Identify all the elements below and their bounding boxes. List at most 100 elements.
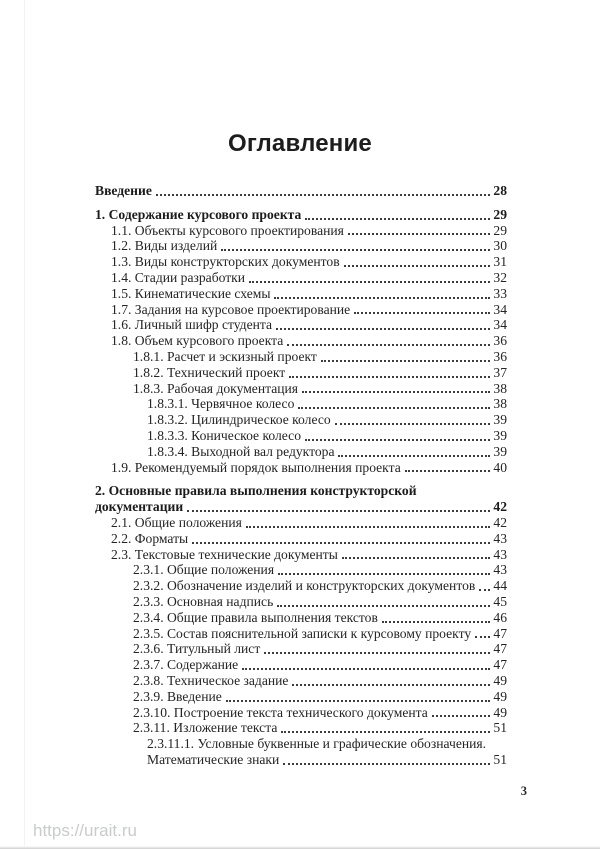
toc-entry: 2.3.2. Обозначение изделий и конструктор… xyxy=(133,578,507,594)
toc-entry-page: 31 xyxy=(493,254,507,270)
toc-entry-row: 2.3.2. Обозначение изделий и конструктор… xyxy=(133,578,507,594)
toc-entry-label: 1.8.1. Расчет и эскизный проект xyxy=(133,348,317,364)
toc-entry-label: 2.3.9. Введение xyxy=(133,688,222,704)
dot-leader xyxy=(479,588,491,591)
toc-entry-row: 1. Содержание курсового проекта 29 xyxy=(95,207,507,223)
toc-entry-row: 2.2. Форматы 43 xyxy=(111,531,507,547)
toc-entry-page: 47 xyxy=(493,625,507,641)
dot-leader xyxy=(343,264,491,267)
toc-entry-page: 32 xyxy=(493,269,507,285)
toc-entry: 1.8.3. Рабочая документация 38 xyxy=(133,381,507,397)
toc-entry: 1.5. Кинематические схемы 33 xyxy=(111,286,507,302)
toc-entry-row: документации 42 xyxy=(95,499,507,515)
toc-entry-label: документации xyxy=(95,499,184,515)
toc-entry-row: 1.5. Кинематические схемы 33 xyxy=(111,286,507,302)
toc-entry-page: 37 xyxy=(493,364,507,380)
toc-entry: 1.7. Задания на курсовое проектирование 3… xyxy=(111,302,507,318)
toc-entry: Введение 28 xyxy=(95,183,507,199)
watermark: https://urait.ru xyxy=(33,821,137,840)
toc-entry: 2.3.6. Титульный лист 47 xyxy=(133,641,507,657)
toc-entry-row: 2.3.10. Построение текста технического д… xyxy=(133,705,507,721)
toc-entry: 1.1. Объекты курсового проектирования 29 xyxy=(111,223,507,239)
toc-entry: 2.3.9. Введение 49 xyxy=(133,689,507,705)
toc-entry-label: 2.3.5. Состав пояснительной записки к ку… xyxy=(133,625,472,641)
toc-entry-page: 42 xyxy=(493,499,507,515)
toc-entry-label: 2.3.11.1. Условные буквенные и графическ… xyxy=(147,736,487,752)
toc-entry: 2.3. Текстовые технические документы 43 xyxy=(111,547,507,563)
toc-entry-page: 44 xyxy=(493,578,507,594)
dot-leader xyxy=(347,233,491,236)
toc-entry-row: 1.7. Задания на курсовое проектирование 3… xyxy=(111,302,507,318)
toc-entry-row: 1.8.3.1. Червячное колесо 38 xyxy=(147,396,507,412)
toc-entry-label: 2.3. Текстовые технические документы xyxy=(111,546,338,562)
toc-entry: 1. Содержание курсового проекта 29 xyxy=(95,207,507,223)
table-of-contents: Введение 28 1. Содержание курсового проект… xyxy=(95,183,507,768)
toc-entry: 2.3.5. Состав пояснительной записки к ку… xyxy=(133,626,507,642)
toc-entry-row: 1.6. Личный шифр студента 34 xyxy=(111,317,507,333)
toc-entry-row: 2.3.1. Общие положения 43 xyxy=(133,562,507,578)
toc-entry: 1.4. Стадии разработки 32 xyxy=(111,270,507,286)
dot-leader xyxy=(277,604,491,607)
toc-entry-row: Математические знаки 51 xyxy=(147,752,507,768)
dot-leader xyxy=(249,280,491,283)
page-number: 3 xyxy=(520,784,527,798)
toc-entry: 2.3.11. Изложение текста 51 xyxy=(133,720,507,736)
toc-entry-page: 47 xyxy=(493,657,507,673)
toc-entry-row: 2.3.3. Основная надпись 45 xyxy=(133,594,507,610)
dot-leader xyxy=(276,328,491,331)
toc-entry-label: 1.7. Задания на курсовое проектирование xyxy=(111,301,351,317)
dot-leader xyxy=(320,359,491,362)
toc-entry-label: Введение xyxy=(95,183,152,198)
toc-entry: 2.3.7. Содержание 47 xyxy=(133,657,507,673)
toc-entry: 1.2. Виды изделий 30 xyxy=(111,238,507,254)
toc-entry-page: 49 xyxy=(493,704,507,720)
toc-entry-label: 2.3.11. Изложение текста xyxy=(133,720,278,736)
toc-entry-row: 1.8.1. Расчет и эскизный проект 36 xyxy=(133,349,507,365)
toc-entry: 1.6. Личный шифр студента 34 xyxy=(111,317,507,333)
dot-leader xyxy=(221,249,491,252)
toc-entry-page: 29 xyxy=(493,206,507,222)
toc-entry-label: 1.8.3.1. Червячное колесо xyxy=(147,396,295,412)
dot-leader xyxy=(404,470,491,473)
toc-entry-label: 1.8.3.2. Цилиндрическое колесо xyxy=(147,412,331,428)
toc-entry-row: 1.8.3.3. Коническое колесо 39 xyxy=(147,428,507,444)
toc-entry: 1.8.3.4. Выходной вал редуктора 39 xyxy=(147,444,507,460)
toc-entry-label: 1.8.3. Рабочая документация xyxy=(133,380,299,396)
toc-entry: 2.1. Общие положения 42 xyxy=(111,515,507,531)
toc-entry-row: 1.8.3.2. Цилиндрическое колесо 39 xyxy=(147,412,507,428)
toc-entry-label: 1.9. Рекомендуемый порядок выполнения пр… xyxy=(111,459,401,475)
dot-leader xyxy=(338,454,491,457)
toc-entry-page: 34 xyxy=(493,301,507,317)
toc-entry-row: Введение 28 xyxy=(95,183,507,199)
toc-entry-label: 2.3.4. Общие правила выполнения текстов xyxy=(133,609,378,625)
toc-entry: 1.8.3.2. Цилиндрическое колесо 39 xyxy=(147,412,507,428)
toc-entry-label: 1. Содержание курсового проекта xyxy=(95,206,302,222)
toc-entry-label: 1.8.3.3. Коническое колесо xyxy=(147,427,301,443)
toc-entry: 1.8.3.1. Червячное колесо 38 xyxy=(147,396,507,412)
toc-entry: 2.3.11.1. Условные буквенные и графическ… xyxy=(147,736,507,768)
dot-leader xyxy=(287,343,491,346)
toc-entry: 1.8.2. Технический проект 37 xyxy=(133,365,507,381)
toc-entry-row: 2.3.7. Содержание 47 xyxy=(133,657,507,673)
toc-entry-page: 38 xyxy=(493,380,507,396)
toc-entry-row: 2.3. Текстовые технические документы 43 xyxy=(111,547,507,563)
toc-entry-page: 28 xyxy=(493,183,507,198)
toc-entry-label: 2. Основные правила выполнения конструкт… xyxy=(95,483,417,499)
toc-entry-page: 38 xyxy=(493,396,507,412)
dot-leader xyxy=(281,731,491,734)
toc-entry-row: 2.3.9. Введение 49 xyxy=(133,689,507,705)
dot-leader xyxy=(192,541,491,544)
toc-entry-label: 2.3.2. Обозначение изделий и конструктор… xyxy=(133,578,476,594)
toc-entry-row: 2.3.6. Титульный лист 47 xyxy=(133,641,507,657)
toc-entry-page: 43 xyxy=(493,546,507,562)
toc-entry-label: 1.5. Кинематические схемы xyxy=(111,285,271,301)
toc-entry-page: 36 xyxy=(493,348,507,364)
toc-entry-label: 2.3.8. Техническое задание xyxy=(133,672,289,688)
toc-entry-row: 1.8.3. Рабочая документация 38 xyxy=(133,381,507,397)
dot-leader xyxy=(283,762,491,765)
toc-entry-label: 2.1. Общие положения xyxy=(111,514,242,530)
toc-entry: 2.3.1. Общие положения 43 xyxy=(133,562,507,578)
toc-entry-label: 1.8.2. Технический проект xyxy=(133,364,286,380)
toc-entry-label: 2.3.7. Содержание xyxy=(133,657,239,673)
toc-entry: 1.3. Виды конструкторских документов 31 xyxy=(111,254,507,270)
